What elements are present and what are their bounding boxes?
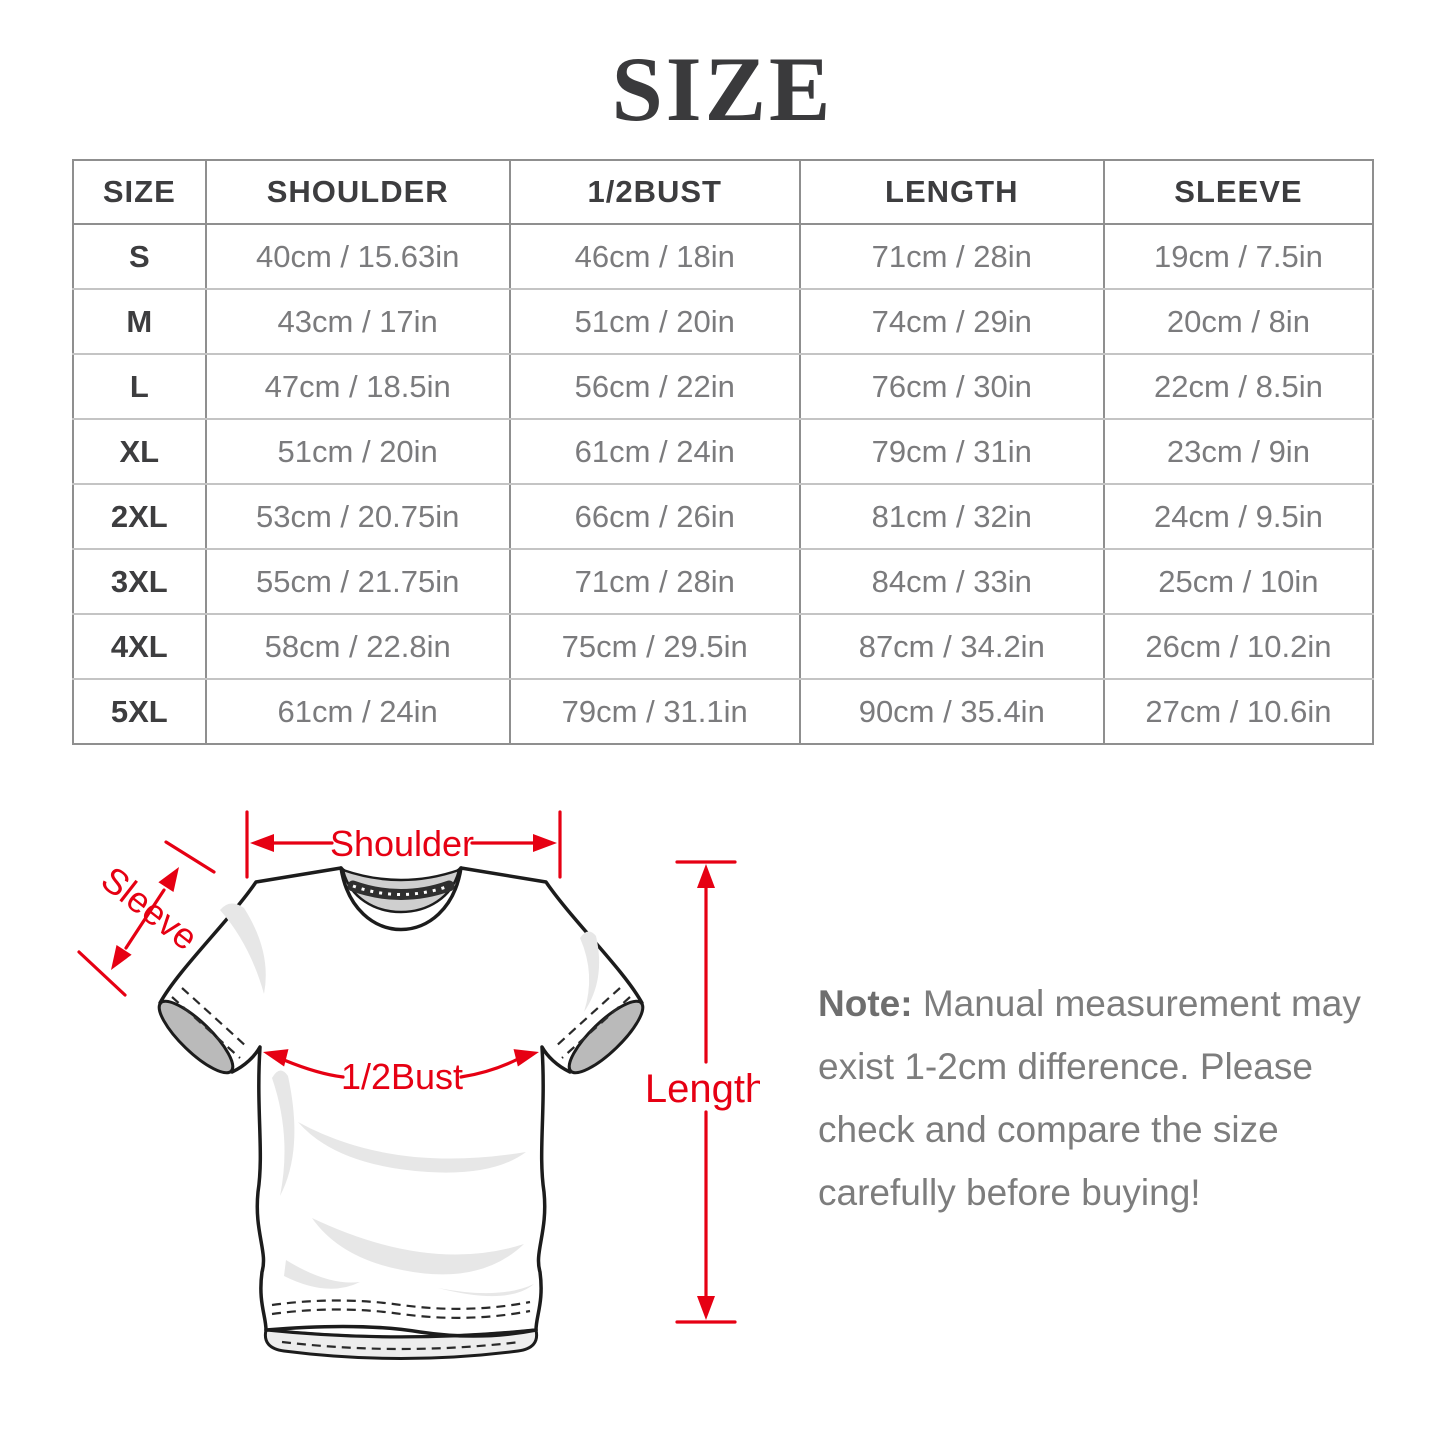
- table-row: L 47cm / 18.5in 56cm / 22in 76cm / 30in 22cm…: [72, 353, 1375, 420]
- column-header: SHOULDER: [204, 159, 511, 225]
- size-cell: L: [72, 353, 207, 420]
- measurement-cell: 47cm / 18.5in: [204, 353, 511, 420]
- size-table: SIZE SHOULDER 1/2BUST LENGTH SLEEVE S 40cm / …: [72, 159, 1375, 745]
- measurement-cell: 24cm / 9.5in: [1102, 483, 1375, 550]
- sleeve-arrowhead-top: [158, 867, 179, 893]
- sleeve-arrow-line: [124, 888, 166, 950]
- table-row: 4XL 58cm / 22.8in 75cm / 29.5in 87cm / 34.2…: [72, 613, 1375, 680]
- length-label: Length: [645, 1067, 760, 1111]
- shoulder-label: Shoulder: [330, 823, 474, 864]
- table-row: 3XL 55cm / 21.75in 71cm / 28in 84cm / 33in 2…: [72, 548, 1375, 615]
- measurement-cell: 79cm / 31.1in: [508, 678, 801, 745]
- right-cuff-stitch: [561, 996, 631, 1059]
- table-row: XL 51cm / 20in 61cm / 24in 79cm / 31in 23cm …: [72, 418, 1375, 485]
- measurement-cell: 55cm / 21.75in: [204, 548, 511, 615]
- size-cell: 5XL: [72, 678, 207, 745]
- right-cuff-opening: [567, 999, 645, 1075]
- sleeve-label: Sleeve: [94, 858, 206, 958]
- size-cell: 3XL: [72, 548, 207, 615]
- bust-label: 1/2Bust: [341, 1056, 463, 1097]
- measurement-cell: 53cm / 20.75in: [204, 483, 511, 550]
- measurement-cell: 76cm / 30in: [798, 353, 1105, 420]
- measurement-cell: 51cm / 20in: [204, 418, 511, 485]
- wrinkle-shade: [220, 903, 266, 994]
- table-row: 2XL 53cm / 20.75in 66cm / 26in 81cm / 32in 2…: [72, 483, 1375, 550]
- right-cuff-stitch: [553, 987, 621, 1049]
- bust-arrowhead-right: [513, 1049, 539, 1067]
- measurement-cell: 43cm / 17in: [204, 288, 511, 355]
- size-cell: 2XL: [72, 483, 207, 550]
- shoulder-arrowhead-left: [250, 834, 274, 852]
- measurement-cell: 46cm / 18in: [508, 223, 801, 290]
- measurement-cell: 90cm / 35.4in: [798, 678, 1105, 745]
- sleeve-cap-top: [164, 840, 216, 874]
- table-header-row: SIZE SHOULDER 1/2BUST LENGTH SLEEVE: [72, 159, 1375, 225]
- wrinkle-shade: [284, 1260, 360, 1289]
- measurement-cell: 66cm / 26in: [508, 483, 801, 550]
- measurement-cell: 61cm / 24in: [508, 418, 801, 485]
- wrinkle-shade: [298, 1122, 526, 1173]
- sleeve-arrowhead-bottom: [111, 944, 132, 970]
- size-table-body: S 40cm / 15.63in 46cm / 18in 71cm / 28in 19c…: [72, 223, 1375, 745]
- column-header: 1/2BUST: [508, 159, 801, 225]
- shoulder-arrowhead-right: [533, 834, 557, 852]
- page-title: SIZE: [611, 38, 834, 140]
- left-cuff-stitch: [171, 996, 241, 1059]
- measurement-cell: 20cm / 8in: [1102, 288, 1375, 355]
- hem-fold-line: [264, 1324, 538, 1338]
- column-header: SLEEVE: [1102, 159, 1375, 225]
- measurement-cell: 51cm / 20in: [508, 288, 801, 355]
- measurement-cell: 25cm / 10in: [1102, 548, 1375, 615]
- size-cell: S: [72, 223, 207, 290]
- note-block: Note: Manual measurement may exist 1-2cm…: [818, 972, 1403, 1224]
- table-row: S 40cm / 15.63in 46cm / 18in 71cm / 28in 19c…: [72, 223, 1375, 290]
- measurement-cell: 22cm / 8.5in: [1102, 353, 1375, 420]
- size-cell: 4XL: [72, 613, 207, 680]
- bust-arrow-line: [282, 1058, 345, 1079]
- size-cell: M: [72, 288, 207, 355]
- length-arrowhead-top: [697, 864, 715, 888]
- measurement-cell: 26cm / 10.2in: [1102, 613, 1375, 680]
- size-cell: XL: [72, 418, 207, 485]
- measurement-cell: 79cm / 31in: [798, 418, 1105, 485]
- bust-arrow-line: [459, 1057, 520, 1079]
- measurement-cell: 58cm / 22.8in: [204, 613, 511, 680]
- measurement-cell: 81cm / 32in: [798, 483, 1105, 550]
- measurement-cell: 61cm / 24in: [204, 678, 511, 745]
- bust-arrowhead-left: [263, 1049, 289, 1067]
- wrinkle-shade: [312, 1218, 524, 1275]
- collar-tape-stitch: [352, 884, 450, 896]
- wrinkle-shade: [580, 931, 600, 1012]
- wrinkle-shade: [272, 1070, 295, 1196]
- measurement-cell: 23cm / 9in: [1102, 418, 1375, 485]
- measurement-cell: 75cm / 29.5in: [508, 613, 801, 680]
- tshirt-svg: Shoulder Sleeve 1/2Bust Length: [77, 810, 767, 1360]
- measurement-cell: 19cm / 7.5in: [1102, 223, 1375, 290]
- length-arrowhead-bottom: [697, 1296, 715, 1320]
- measurement-cell: 71cm / 28in: [508, 548, 801, 615]
- column-header: LENGTH: [798, 159, 1105, 225]
- left-cuff-stitch: [181, 987, 249, 1049]
- measurement-cell: 74cm / 29in: [798, 288, 1105, 355]
- left-cuff-opening: [157, 999, 235, 1075]
- measurement-cell: 71cm / 28in: [798, 223, 1105, 290]
- wrinkle-shade: [438, 1284, 534, 1297]
- measurement-cell: 40cm / 15.63in: [204, 223, 511, 290]
- measurement-cell: 56cm / 22in: [508, 353, 801, 420]
- measurement-cell: 27cm / 10.6in: [1102, 678, 1375, 745]
- sleeve-cap-bottom: [77, 950, 127, 997]
- table-row: 5XL 61cm / 24in 79cm / 31.1in 90cm / 35.4in…: [72, 678, 1375, 745]
- note-text: Manual measurement may exist 1-2cm diffe…: [818, 983, 1361, 1213]
- tshirt-diagram: Shoulder Sleeve 1/2Bust Length: [60, 790, 767, 1415]
- collar-rib-outer: [339, 866, 463, 932]
- measurement-cell: 87cm / 34.2in: [798, 613, 1105, 680]
- column-header: SIZE: [72, 159, 207, 225]
- measurement-cell: 84cm / 33in: [798, 548, 1105, 615]
- note-label: Note:: [818, 983, 913, 1024]
- table-row: M 43cm / 17in 51cm / 20in 74cm / 29in 20cm /…: [72, 288, 1375, 355]
